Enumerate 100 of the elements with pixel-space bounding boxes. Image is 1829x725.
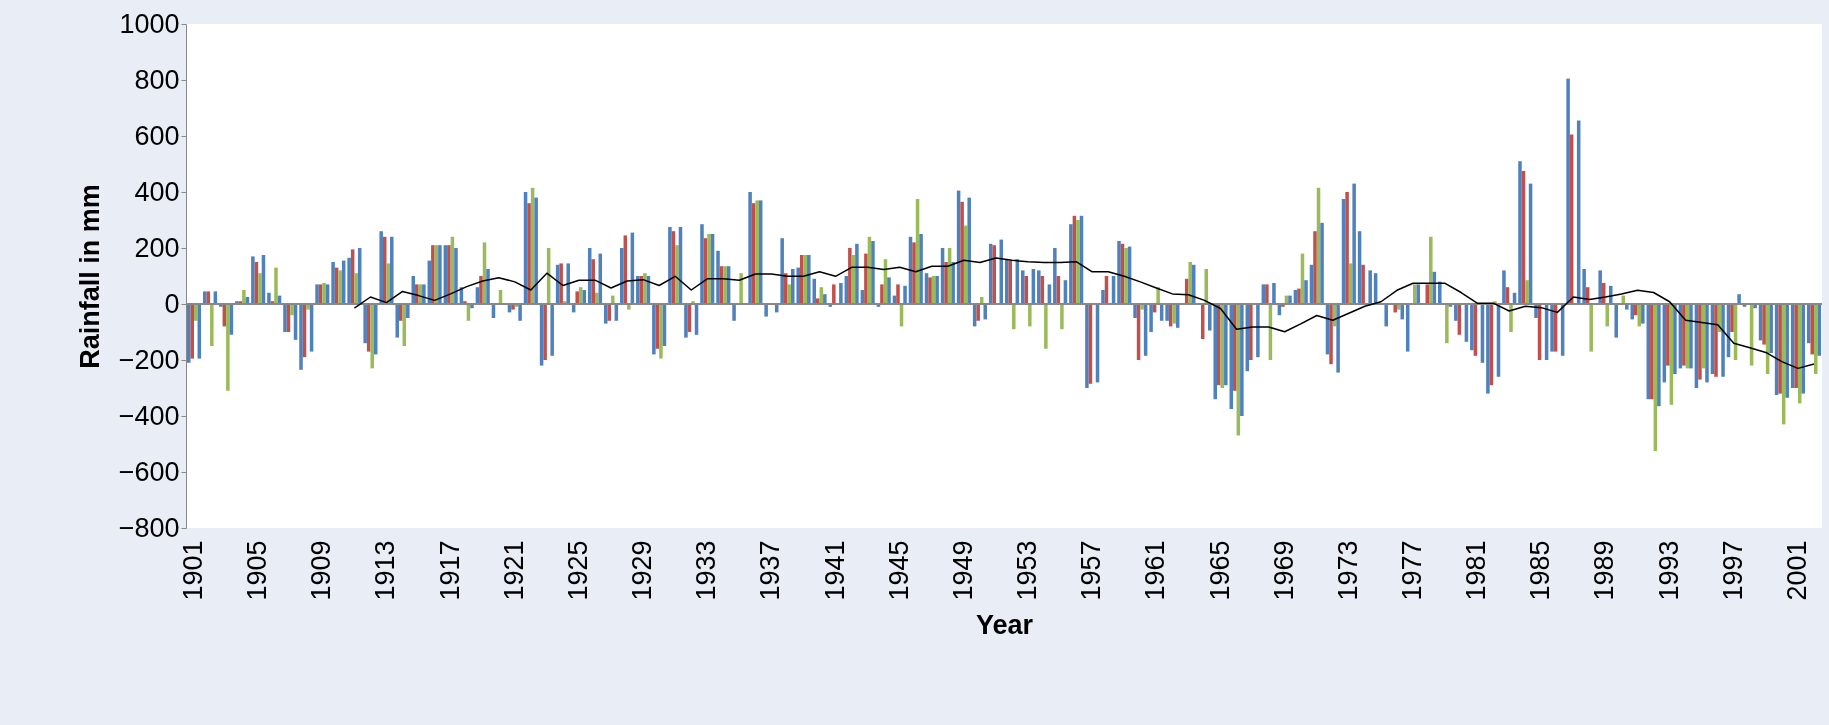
bar (1313, 231, 1317, 304)
bar (951, 262, 955, 304)
bar (595, 292, 599, 304)
bar (299, 304, 303, 370)
line-series (353, 257, 1815, 370)
y-tick-label: 800 (134, 64, 180, 95)
bar (1345, 192, 1349, 304)
bar (960, 201, 964, 304)
x-tick-label: 1985 (1525, 540, 1556, 601)
bar (1172, 304, 1176, 324)
bar (479, 276, 483, 304)
x-tick-label: 1941 (819, 540, 850, 601)
bar (992, 245, 996, 304)
bar (967, 197, 971, 304)
bar (203, 291, 207, 304)
bar (1320, 222, 1324, 304)
bar (370, 304, 374, 369)
bar (1502, 270, 1506, 304)
bar (431, 245, 435, 304)
bar (1240, 304, 1244, 416)
bar (871, 241, 875, 304)
x-tick-label: 1981 (1461, 540, 1492, 601)
y-tick-label: −400 (118, 400, 180, 431)
bar (707, 234, 711, 304)
bar (732, 304, 736, 321)
bar (363, 304, 367, 344)
bar (1518, 161, 1522, 304)
x-tick-label: 1945 (883, 540, 914, 601)
x-tick-label: 1933 (691, 540, 722, 601)
bar (1634, 304, 1638, 316)
bar (1454, 304, 1458, 321)
bar (575, 291, 579, 304)
bar (1204, 269, 1209, 304)
y-tick-label: 1000 (119, 8, 180, 39)
x-tick-label: 1901 (178, 540, 209, 601)
bar (723, 266, 727, 304)
bar (274, 267, 278, 304)
bar (620, 248, 624, 304)
x-tick-label: 1929 (627, 540, 658, 601)
bar (919, 234, 923, 304)
bar (322, 283, 326, 304)
bar (976, 304, 980, 321)
bar (1008, 260, 1013, 304)
bar (748, 192, 752, 304)
bar (1368, 270, 1372, 304)
bar (1361, 264, 1365, 304)
bar (1076, 220, 1080, 304)
bar (700, 224, 704, 304)
bar (764, 304, 768, 317)
bar (1785, 304, 1789, 398)
bar (675, 245, 679, 304)
bar (550, 304, 554, 356)
y-tick-label: −800 (118, 512, 180, 543)
x-tick-label: 1957 (1076, 540, 1107, 601)
bar (399, 304, 403, 321)
y-tick-label: −200 (118, 344, 180, 375)
y-tick-label: 0 (164, 288, 180, 319)
bar (1582, 269, 1586, 304)
x-tick-label: 1973 (1332, 540, 1363, 601)
bar (1272, 283, 1276, 304)
bar (1598, 270, 1602, 304)
bar (1730, 304, 1734, 332)
bar (395, 304, 399, 338)
bar (1352, 183, 1356, 304)
bar (379, 231, 383, 304)
x-tick-label: 1965 (1204, 540, 1235, 601)
x-tick-label: 1961 (1140, 540, 1171, 601)
bar (438, 245, 442, 304)
bar (652, 304, 656, 355)
bar (848, 248, 852, 304)
bar (1413, 284, 1417, 304)
bar (1149, 304, 1153, 332)
bar (1721, 304, 1725, 377)
bar (1069, 224, 1073, 304)
bar (799, 255, 804, 304)
bar (534, 197, 538, 304)
bar (447, 245, 451, 304)
bar (1666, 304, 1670, 366)
bar (659, 304, 663, 359)
bar (1438, 281, 1442, 304)
bar (935, 276, 939, 304)
bar (1762, 304, 1766, 345)
bar (1165, 304, 1169, 321)
bar (1188, 262, 1192, 304)
bar (1810, 304, 1814, 355)
bar (373, 304, 378, 355)
bar (267, 292, 271, 304)
bar (1605, 304, 1609, 327)
bar (406, 304, 410, 318)
y-tick-label: −600 (118, 456, 180, 487)
bar (1037, 270, 1041, 304)
bar (643, 273, 647, 304)
y-tick-label: 400 (134, 176, 180, 207)
x-tick-label: 1913 (370, 540, 401, 601)
bar (1053, 248, 1057, 304)
bar (354, 273, 358, 304)
bar (1329, 304, 1333, 365)
bar (226, 304, 230, 391)
bar (210, 304, 214, 346)
bar (839, 283, 843, 304)
